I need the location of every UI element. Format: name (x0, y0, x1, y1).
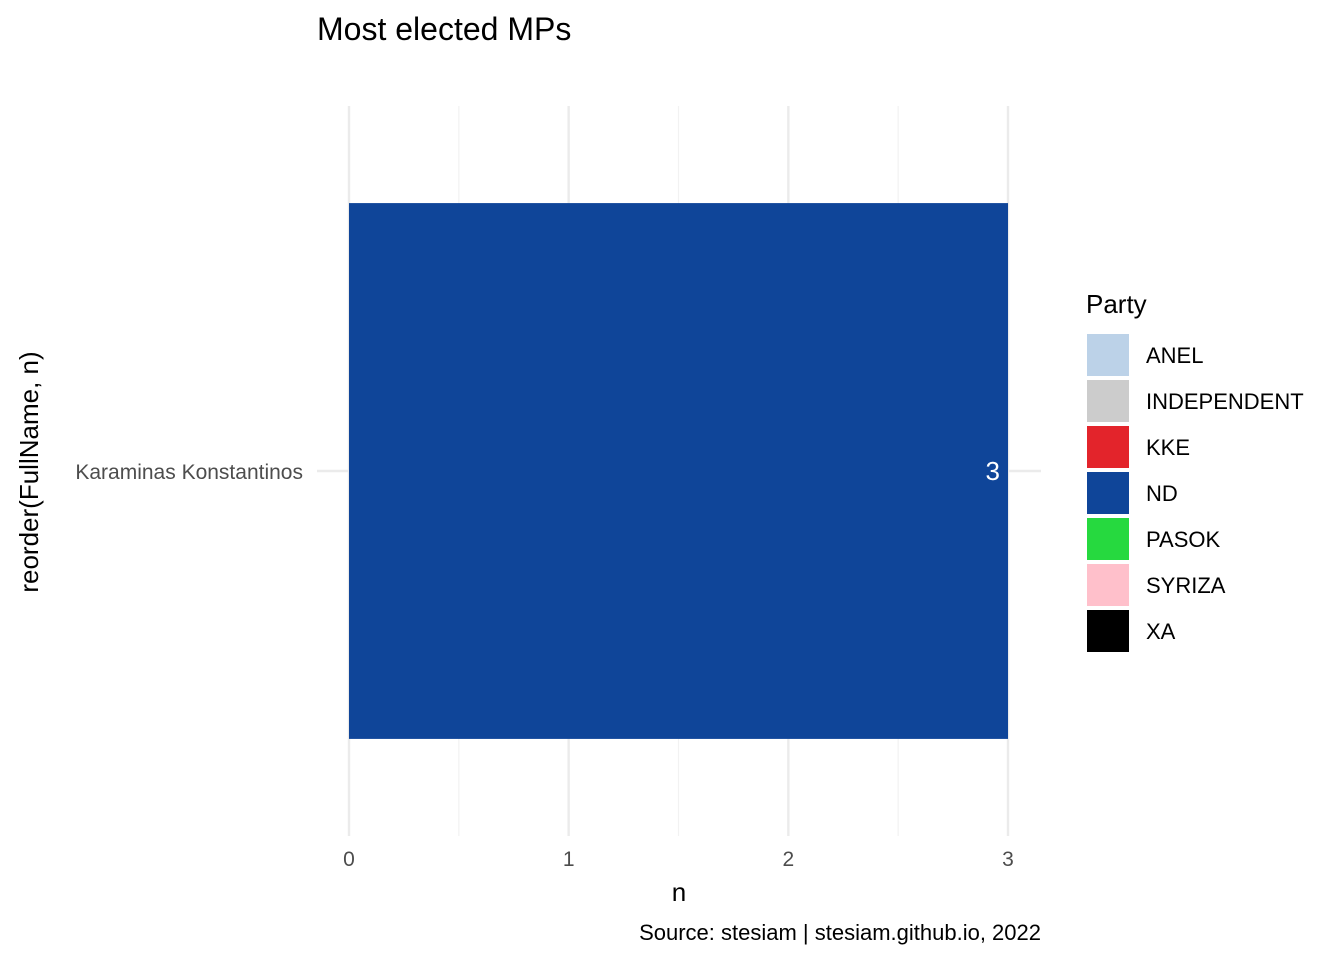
legend-label: XA (1146, 619, 1176, 644)
legend-label: ND (1146, 481, 1178, 506)
y-axis-title: reorder(FullName, n) (14, 351, 44, 592)
legend-label: INDEPENDENT (1146, 389, 1304, 414)
bars: 3 (349, 203, 1008, 739)
x-tick-label: 2 (782, 848, 794, 871)
bar (349, 203, 1008, 739)
chart-caption: Source: stesiam | stesiam.github.io, 202… (639, 920, 1041, 945)
bar-value-label: 3 (986, 456, 1000, 486)
legend-swatch (1087, 610, 1129, 652)
legend: Party ANEL INDEPENDENT KKE ND PASOK SYRIZA XA (1086, 289, 1304, 652)
legend-swatch (1087, 426, 1129, 468)
legend-label: KKE (1146, 435, 1190, 460)
y-tick-label: Karaminas Konstantinos (75, 461, 303, 484)
legend-label: PASOK (1146, 527, 1221, 552)
x-tick-label: 0 (343, 848, 355, 871)
legend-title: Party (1086, 289, 1147, 319)
chart-title: Most elected MPs (317, 11, 571, 47)
legend-label: ANEL (1146, 343, 1203, 368)
x-axis-title: n (672, 877, 686, 907)
legend-swatch (1087, 472, 1129, 514)
x-tick-label: 3 (1002, 848, 1014, 871)
legend-swatch (1087, 564, 1129, 606)
x-axis-ticks: 0 1 2 3 (343, 848, 1014, 871)
legend-swatch (1087, 380, 1129, 422)
y-axis-ticks: Karaminas Konstantinos (75, 461, 303, 484)
legend-label: SYRIZA (1146, 573, 1226, 598)
x-tick-label: 1 (563, 848, 575, 871)
legend-swatch (1087, 518, 1129, 560)
legend-swatch (1087, 334, 1129, 376)
